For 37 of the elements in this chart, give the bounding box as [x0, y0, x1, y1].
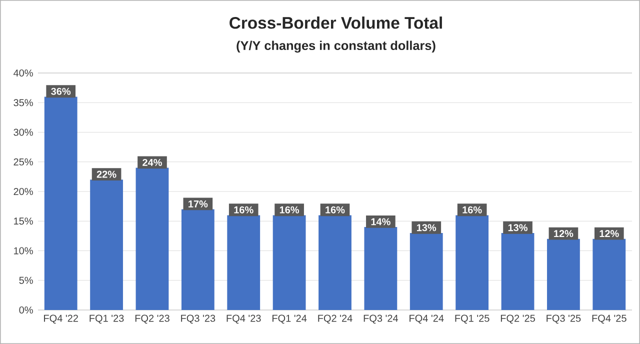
data-label: 12%	[554, 230, 574, 238]
data-label: 16%	[280, 206, 300, 214]
x-tick-label: FQ3 '23	[181, 314, 216, 324]
x-tick-label: FQ4 '25	[592, 314, 626, 324]
data-label: 24%	[142, 158, 162, 166]
y-tick-label: 10%	[14, 247, 33, 254]
data-label: 16%	[326, 206, 345, 214]
data-label: 12%	[600, 230, 619, 238]
chart-title: Cross-Border Volume Total	[230, 16, 442, 29]
x-tick-label: FQ3 '25	[546, 314, 581, 324]
x-tick-label: FQ3 '24	[364, 314, 398, 324]
y-tick-label: 20%	[14, 188, 33, 196]
x-tick-label: FQ4 '23	[226, 314, 261, 324]
y-tick-label: 35%	[14, 99, 33, 106]
data-label: 13%	[417, 224, 436, 232]
y-tick-label: 30%	[14, 128, 33, 136]
y-tick-label: 15%	[14, 218, 33, 225]
y-tick-label: 25%	[14, 158, 33, 166]
x-tick-label: FQ2 '23	[135, 314, 170, 324]
x-tick-label: FQ1 '24	[272, 314, 307, 324]
x-tick-label: FQ2 '24	[318, 314, 352, 324]
y-tick-label: 5%	[19, 276, 33, 284]
data-label: 13%	[508, 224, 528, 232]
data-label: 14%	[371, 218, 390, 226]
y-tick-label: 0%	[19, 306, 33, 314]
y-tick-label: 40%	[14, 69, 33, 77]
data-label: 36%	[51, 88, 71, 95]
data-label: 17%	[188, 200, 208, 208]
data-label: 22%	[96, 170, 116, 178]
chart-subtitle: (Y/Y changes in constant dollars)	[236, 40, 436, 53]
x-tick-label: FQ1 '25	[455, 314, 490, 324]
x-tick-label: FQ1 '23	[90, 314, 124, 324]
x-tick-label: FQ2 '25	[500, 314, 535, 324]
x-tick-label: FQ4 '24	[410, 314, 444, 324]
data-label: 16%	[234, 206, 254, 214]
data-label: 16%	[462, 206, 482, 214]
x-tick-label: FQ4 '22	[44, 314, 78, 324]
